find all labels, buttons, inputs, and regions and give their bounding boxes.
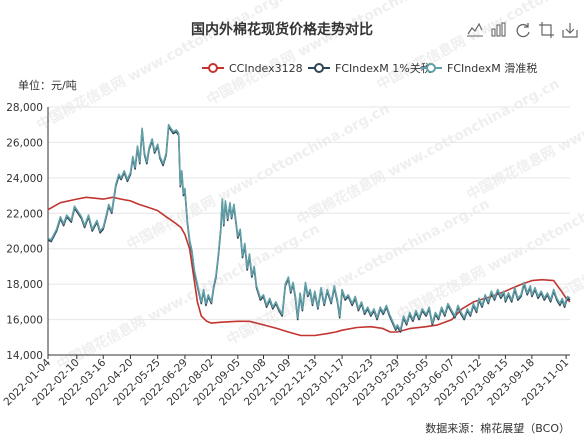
legend-item-1[interactable]: CCIndex3128 xyxy=(202,62,303,75)
y-tick-label: 24,000 xyxy=(6,173,43,185)
toolbox xyxy=(467,22,578,38)
y-tick-label: 22,000 xyxy=(6,208,43,220)
x-axis: 2022-01-042022-02-102022-03-162022-04-20… xyxy=(1,354,571,408)
legend-item-2[interactable]: FCIndexM 1%关税 xyxy=(308,61,432,75)
y-axis: 14,000 16,000 18,000 20,000 22,000 24,000 26,0… xyxy=(6,102,49,362)
legend-label: CCIndex3128 xyxy=(229,62,303,75)
chart-title: 国内外棉花现货价格走势对比 xyxy=(191,21,373,38)
legend-marker xyxy=(314,63,324,73)
legend: CCIndex3128 FCIndexM 1%关税 FCIndexM 滑准税 xyxy=(202,61,537,75)
save-image-icon[interactable] xyxy=(562,23,578,38)
line-chart-icon[interactable] xyxy=(467,22,483,37)
data-source: 数据来源：棉花展望（BCO） xyxy=(425,421,570,435)
legend-item-3[interactable]: FCIndexM 滑准税 xyxy=(420,61,537,75)
data-view-icon[interactable] xyxy=(539,22,554,38)
watermark-text: 中国棉花信息网 www.cottonchina.org.cn xyxy=(124,100,392,253)
y-tick-label: 18,000 xyxy=(6,279,43,291)
y-tick-label: 16,000 xyxy=(6,315,43,327)
legend-label: FCIndexM 滑准税 xyxy=(447,61,537,75)
restore-icon[interactable] xyxy=(516,23,530,38)
legend-marker xyxy=(426,63,436,73)
watermark-text: 中国棉花信息网 www.cottonchina.org.cn xyxy=(294,75,562,228)
y-tick-label: 28,000 xyxy=(6,102,43,114)
y-tick-label: 20,000 xyxy=(6,244,43,256)
legend-label: FCIndexM 1%关税 xyxy=(335,61,432,75)
y-tick-label: 14,000 xyxy=(6,350,43,362)
series-line-3[interactable] xyxy=(47,123,571,332)
y-tick-label: 26,000 xyxy=(6,137,43,149)
legend-marker xyxy=(208,63,218,73)
unit-label: 单位：元/吨 xyxy=(18,78,77,92)
bar-chart-icon[interactable] xyxy=(491,22,506,37)
series-layer xyxy=(47,123,571,337)
